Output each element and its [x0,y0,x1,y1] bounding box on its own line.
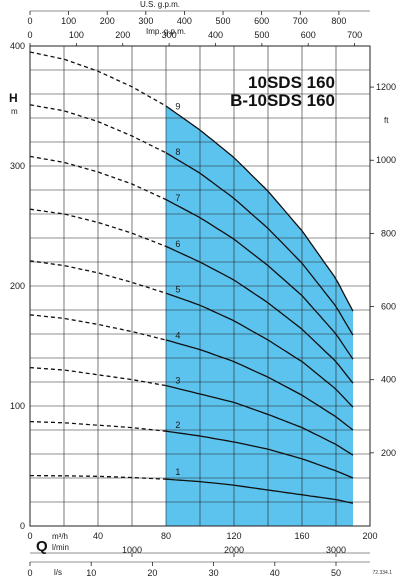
x-imp-tick-label: 300 [162,30,177,40]
x-tick-label: 160 [294,531,309,541]
x-tick-label: 80 [161,531,171,541]
curve-label-9: 9 [175,101,180,111]
operating-range-fill [166,106,353,526]
curve-3-solid [165,384,354,456]
curve-label-6: 6 [175,239,180,249]
curve-1-dashed [30,474,167,480]
operating-range-band [166,106,353,526]
curve-2-solid [165,430,354,479]
curve-label-8: 8 [175,147,180,157]
curve-8-solid [165,152,354,336]
x-ls-tick-label: 20 [147,568,157,578]
curve-4-solid [165,339,354,431]
y-right-tick-label: 800 [381,228,396,238]
x-axis-imp-unit: Imp. g.p.m. [146,27,186,36]
y-tick-label: 300 [10,161,25,171]
curve-8-dashed [29,104,167,154]
x-us-tick-label: 500 [216,16,231,26]
curve-6-dashed [29,208,167,248]
y-right-tick-label: 1000 [376,155,396,165]
y-right-tick-label: 1200 [376,82,396,92]
x-axis-unit: m³/h [52,532,68,541]
curve-6-solid [165,245,354,384]
curve-label-1: 1 [175,467,180,477]
curve-9-dashed [29,51,167,107]
curve-label-7: 7 [175,193,180,203]
curve-5-dashed [29,260,167,294]
x-us-tick-label: 0 [27,16,32,26]
x-imp-tick-label: 700 [347,30,362,40]
curve-labels: 1 2 3 4 5 6 7 8 9 [175,101,180,477]
curve-9-solid [165,105,354,312]
plot-frame [29,45,371,527]
curve-3-dashed [29,366,167,387]
x-us-tick-label: 600 [254,16,269,26]
curve-7-solid [165,199,354,360]
x-us-tick-label: 100 [61,16,76,26]
curve-5-solid [165,292,354,408]
x-imp-tick-label: 100 [69,30,84,40]
x-ls-tick-label: 0 [27,568,32,578]
curve-1-solid [165,478,354,504]
x-lmin-tick-label: 1000 [122,545,142,555]
x-imp-tick-label: 400 [208,30,223,40]
x-axis-lmin-unit: l/min [52,543,69,552]
x-us-tick-label: 400 [177,16,192,26]
y-tick-label: 100 [10,401,25,411]
y-axis-unit: m [11,107,18,116]
x-imp-tick-label: 600 [301,30,316,40]
x-ls-tick-label: 30 [209,568,219,578]
y-right-tick-label: 600 [381,302,396,312]
y-tick-label: 400 [10,41,25,51]
figure-code: 72.334.1 [373,570,393,576]
x-axis-us-unit: U.S. g.p.m. [140,0,180,9]
x-us-tick-label: 800 [331,16,346,26]
x-us-tick-label: 300 [138,16,153,26]
y-axis-right-unit: ft [384,116,389,125]
curve-label-3: 3 [175,376,180,386]
x-lmin-tick-label: 3000 [326,545,346,555]
y-right-tick-label: 400 [381,375,396,385]
x-ls-tick-label: 40 [270,568,280,578]
performance-curves [29,51,354,504]
y-axis-label: H [9,91,18,105]
x-imp-tick-label: 0 [27,30,32,40]
x-tick-label: 0 [27,531,32,541]
chart-title-line2: B-10SDS 160 [230,91,335,110]
chart-grid [30,46,370,526]
curve-label-5: 5 [175,284,180,294]
x-axis-ls-unit: l/s [54,568,62,577]
chart-title-line1: 10SDS 160 [248,73,335,92]
x-us-tick-label: 200 [100,16,115,26]
x-imp-tick-label: 500 [254,30,269,40]
curve-label-2: 2 [175,420,180,430]
x-tick-label: 200 [362,531,377,541]
x-tick-label: 40 [93,531,103,541]
x-tick-label: 120 [226,531,241,541]
x-axis-label: Q [36,538,48,555]
x-imp-tick-label: 200 [115,30,130,40]
x-ls-tick-label: 50 [331,568,341,578]
x-ls-tick-label: 10 [86,568,96,578]
y-tick-label: 0 [20,521,25,531]
curve-4-dashed [29,314,167,341]
y-tick-label: 200 [10,281,25,291]
curve-label-4: 4 [175,330,180,340]
curve-2-dashed [29,420,167,432]
y-right-tick-label: 200 [381,448,396,458]
x-us-tick-label: 700 [293,16,308,26]
x-lmin-tick-label: 2000 [224,545,244,555]
curve-7-dashed [29,155,167,201]
